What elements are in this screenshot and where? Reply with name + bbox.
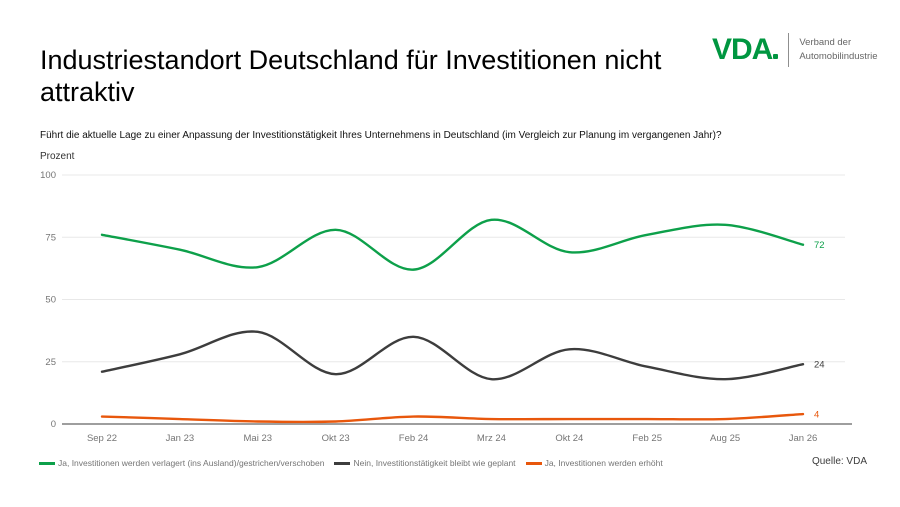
- y-tick-label: 75: [45, 232, 56, 243]
- x-tick-label: Aug 25: [710, 433, 740, 444]
- logo-tagline-line2: Automobilindustrie: [799, 51, 878, 62]
- chart-question: Führt die aktuelle Lage zu einer Anpassu…: [40, 130, 722, 141]
- logo-tagline: Verband der Automobilindustrie: [799, 36, 877, 64]
- x-tick-label: Mai 23: [244, 433, 273, 444]
- series-line: [100, 412, 805, 424]
- x-tick-label: Feb 24: [399, 433, 429, 444]
- legend-item: Nein, Investitionstätigkeit bleibt wie g…: [334, 458, 516, 468]
- x-tick-label: Okt 24: [555, 433, 583, 444]
- page-title-line1: Industriestandort Deutschland für Invest…: [40, 45, 662, 76]
- vda-logo-mark: VDA: [712, 33, 779, 66]
- legend-marker: [525, 461, 542, 465]
- x-tick-label: Sep 22: [87, 433, 117, 444]
- series-end-label: 4: [814, 410, 819, 421]
- legend-marker: [39, 461, 55, 465]
- vda-logo: VDA Verband der Automobilindustrie: [712, 33, 878, 67]
- source-label: Quelle: VDA: [811, 456, 867, 467]
- y-tick-label: 25: [45, 357, 56, 368]
- logo-tagline-line1: Verband der: [799, 37, 852, 49]
- series-line: [100, 218, 805, 271]
- legend-label: Ja, Investitionen werden verlagert (ins …: [58, 458, 325, 468]
- x-tick-label: Jan 23: [166, 433, 195, 444]
- legend-label: Ja, Investitionen werden erhöht: [544, 458, 663, 468]
- y-axis-title: Prozent: [40, 151, 75, 162]
- vda-logo-text: VDA: [712, 33, 773, 66]
- series-end-label: 24: [814, 360, 825, 371]
- y-tick-label: 50: [45, 295, 56, 306]
- page-title: Industriestandort Deutschland für Invest…: [40, 44, 740, 109]
- vda-logo-dot-icon: [773, 54, 779, 59]
- legend-marker: [334, 461, 351, 465]
- series-end-label: 72: [814, 240, 825, 251]
- logo-divider: [788, 33, 790, 67]
- page-title-line2: attraktiv: [40, 77, 135, 108]
- x-tick-label: Feb 25: [632, 433, 662, 444]
- x-tick-label: Mrz 24: [477, 433, 506, 444]
- series-line: [100, 330, 805, 381]
- legend-item: Ja, Investitionen werden verlagert (ins …: [39, 458, 324, 468]
- legend-item: Ja, Investitionen werden erhöht: [525, 458, 663, 468]
- y-tick-label: 100: [40, 170, 56, 181]
- x-tick-label: Jan 26: [789, 433, 818, 444]
- legend-label: Nein, Investitionstätigkeit bleibt wie g…: [353, 458, 516, 468]
- y-tick-label: 0: [51, 419, 56, 430]
- chart-svg: 0 25 50 75 100 Sep 22 Jan 23 Mai 23 Okt 23 Feb 24…: [40, 170, 852, 444]
- chart-legend: Ja, Investitionen werden verlagert (ins …: [39, 458, 673, 468]
- x-tick-label: Okt 23: [322, 433, 350, 444]
